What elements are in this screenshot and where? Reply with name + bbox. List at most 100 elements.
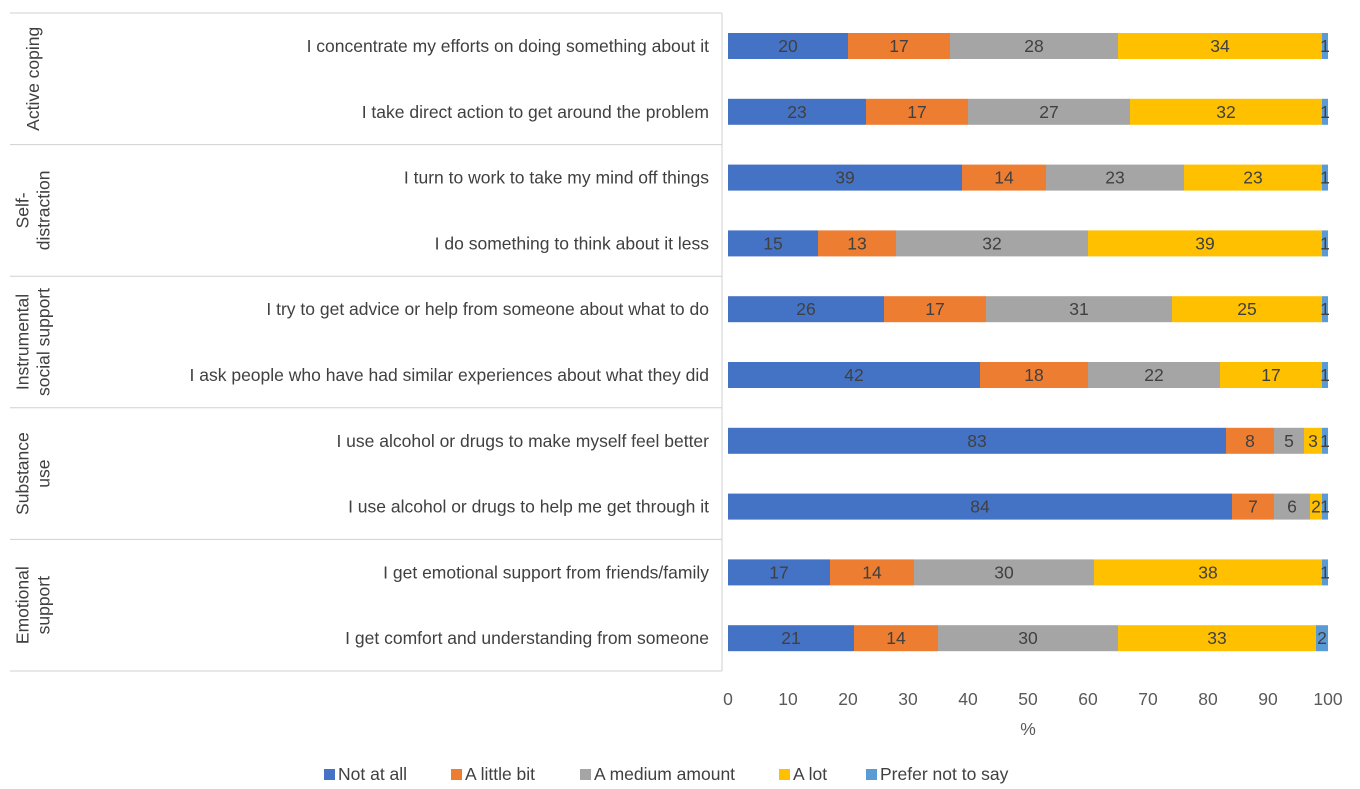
data-label: 22: [1144, 365, 1163, 385]
data-label: 17: [907, 102, 926, 122]
bar-segment: [1046, 164, 1184, 191]
data-label: 18: [1024, 365, 1043, 385]
data-label: 27: [1039, 102, 1058, 122]
group-label: Instrumentalsocial support: [13, 288, 54, 396]
bar-segment: [1184, 164, 1322, 191]
bar-segment: [1232, 493, 1274, 520]
data-label: 32: [1216, 102, 1235, 122]
data-label: 17: [1261, 365, 1280, 385]
category-label: I do something to think about it less: [435, 233, 710, 253]
bar-segment: [728, 362, 980, 388]
legend-label: A medium amount: [594, 764, 735, 784]
bar-segment: [980, 362, 1088, 388]
category-label: I get comfort and understanding from som…: [345, 628, 709, 648]
bar-segment: [1274, 493, 1310, 520]
data-label: 84: [970, 497, 990, 517]
bar-segment: [728, 559, 830, 586]
data-label: 15: [763, 233, 782, 253]
bar-segment: [962, 164, 1046, 191]
bar-segment: [884, 296, 986, 323]
data-label: 1: [1320, 36, 1330, 56]
bar-segment: [1310, 493, 1322, 520]
legend-swatch: [779, 769, 790, 780]
data-label: 26: [796, 299, 815, 319]
data-label: 14: [886, 628, 906, 648]
bar-segment: [1172, 296, 1322, 323]
bar-segment: [728, 296, 884, 323]
bar-segment: [1118, 625, 1316, 652]
data-label: 1: [1320, 299, 1330, 319]
data-label: 23: [787, 102, 806, 122]
category-label: I ask people who have had similar experi…: [190, 365, 709, 385]
x-tick-label: 60: [1078, 689, 1098, 709]
legend-label: Not at all: [338, 764, 407, 784]
data-label: 25: [1237, 299, 1256, 319]
x-tick-label: 80: [1198, 689, 1218, 709]
bar-segment: [854, 625, 938, 652]
group-labels: Active coping Self-distraction Instrumenta…: [13, 27, 54, 644]
x-tick-label: 90: [1258, 689, 1278, 709]
x-tick-label: 10: [778, 689, 798, 709]
bar-segment: [728, 427, 1226, 454]
group-label: Emotionalsupport: [13, 566, 54, 644]
data-label: 1: [1320, 233, 1330, 253]
data-label: 1: [1320, 168, 1330, 188]
category-label: I turn to work to take my mind off thing…: [404, 168, 709, 188]
x-tick-label: 100: [1313, 689, 1342, 709]
data-label: 20: [778, 36, 798, 56]
data-label: 38: [1198, 562, 1217, 582]
bar-segment: [1322, 230, 1328, 257]
data-label: 21: [781, 628, 800, 648]
data-label: 42: [844, 365, 863, 385]
bar-segment: [1322, 362, 1328, 388]
data-label: 83: [967, 431, 986, 451]
bar-segment: [728, 164, 962, 191]
data-label: 8: [1245, 431, 1255, 451]
data-label: 28: [1024, 36, 1043, 56]
data-label: 14: [994, 168, 1014, 188]
legend-swatch: [580, 769, 591, 780]
category-label: I use alcohol or drugs to make myself fe…: [336, 431, 709, 451]
data-label: 2: [1311, 497, 1321, 517]
data-label: 14: [862, 562, 882, 582]
bar-segment: [1316, 625, 1328, 652]
bar-segment: [1322, 164, 1328, 191]
bar-segment: [968, 98, 1130, 125]
data-label: 5: [1284, 431, 1294, 451]
data-label: 3: [1308, 431, 1318, 451]
bar-segment: [1088, 362, 1220, 388]
category-label: I try to get advice or help from someone…: [266, 299, 709, 319]
data-label: 34: [1210, 36, 1230, 56]
group-dividers: [10, 12, 723, 672]
bar-segment: [1088, 230, 1322, 257]
x-axis-title: %: [1020, 719, 1036, 739]
x-tick-label: 30: [898, 689, 918, 709]
data-label: 17: [889, 36, 908, 56]
category-label: I use alcohol or drugs to help me get th…: [348, 497, 709, 517]
bar-segment: [1094, 559, 1322, 586]
bar-segment: [896, 230, 1088, 257]
bar-segment: [728, 230, 818, 257]
x-axis: 0 10 20 30 40 50 60 70 80 90 100: [723, 689, 1343, 709]
legend-label: A lot: [793, 764, 827, 784]
group-label: Substanceuse: [13, 432, 54, 515]
category-label: I concentrate my efforts on doing someth…: [307, 36, 710, 56]
data-label: 6: [1287, 497, 1297, 517]
data-label: 32: [982, 233, 1001, 253]
data-label: 1: [1320, 431, 1330, 451]
data-label: 33: [1207, 628, 1226, 648]
bar-segment: [950, 33, 1118, 59]
group-label: Self-distraction: [13, 171, 54, 251]
data-label: 7: [1248, 497, 1258, 517]
x-tick-label: 0: [723, 689, 733, 709]
category-label: I take direct action to get around the p…: [362, 102, 709, 122]
bar-segment: [818, 230, 896, 257]
data-label: 31: [1069, 299, 1088, 319]
data-label: 1: [1320, 102, 1330, 122]
group-label: Active coping: [23, 27, 43, 131]
bar-segment: [1220, 362, 1322, 388]
bar-segment: [728, 98, 866, 125]
legend-swatch: [451, 769, 462, 780]
data-label: 1: [1320, 497, 1330, 517]
data-label: 2: [1317, 628, 1327, 648]
